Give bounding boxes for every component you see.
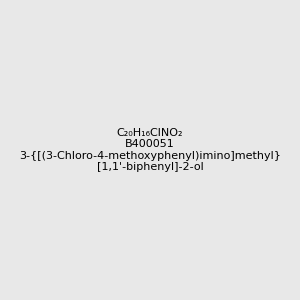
Text: C₂₀H₁₆ClNO₂
B400051
3-{[(3-Chloro-4-methoxyphenyl)imino]methyl}
[1,1'-biphenyl]-: C₂₀H₁₆ClNO₂ B400051 3-{[(3-Chloro-4-meth… <box>19 128 281 172</box>
